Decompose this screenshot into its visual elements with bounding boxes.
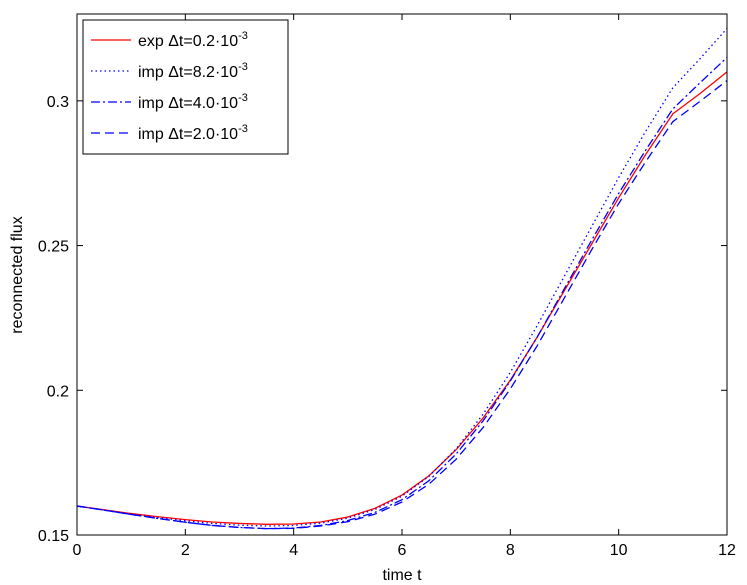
legend-label-text: imp Δt=4.0·10 [138, 95, 238, 112]
legend-label-2: imp Δt=8.2·10-3 [138, 61, 248, 81]
legend-label-text: imp Δt=2.0·10 [138, 126, 238, 143]
series-line-3 [76, 56, 728, 530]
y-tick-label: 0.15 [38, 528, 69, 545]
legend-label-3: imp Δt=4.0·10-3 [138, 92, 248, 112]
series-line-1 [76, 71, 728, 525]
legend-box [82, 19, 289, 155]
series-line-4 [76, 80, 728, 530]
legend-label-4: imp Δt=2.0·10-3 [138, 123, 248, 143]
x-tick-label: 12 [718, 542, 736, 559]
legend-label-exponent: -3 [238, 92, 248, 104]
legend-label-exponent: -3 [238, 61, 248, 73]
legend-label-exponent: -3 [238, 30, 248, 42]
y-tick-label: 0.2 [47, 383, 69, 400]
series-line-2 [76, 28, 728, 527]
x-axis-label: time t [382, 567, 422, 584]
legend-label-text: imp Δt=8.2·10 [138, 64, 238, 81]
x-tick-label: 10 [610, 542, 628, 559]
x-tick-label: 6 [398, 542, 407, 559]
x-tick-label: 8 [506, 542, 515, 559]
y-tick-label: 0.3 [47, 94, 69, 111]
x-tick-label: 0 [73, 542, 82, 559]
y-tick-label: 0.25 [38, 239, 69, 256]
legend-label-text: exp Δt=0.2·10 [138, 33, 238, 50]
x-tick-label: 4 [289, 542, 298, 559]
legend-label-exponent: -3 [238, 123, 248, 135]
x-tick-label: 2 [181, 542, 190, 559]
y-axis-label: reconnected flux [9, 216, 26, 333]
plot-area [76, 28, 728, 530]
legend-label-1: exp Δt=0.2·10-3 [138, 30, 248, 50]
plot-frame [76, 13, 728, 536]
